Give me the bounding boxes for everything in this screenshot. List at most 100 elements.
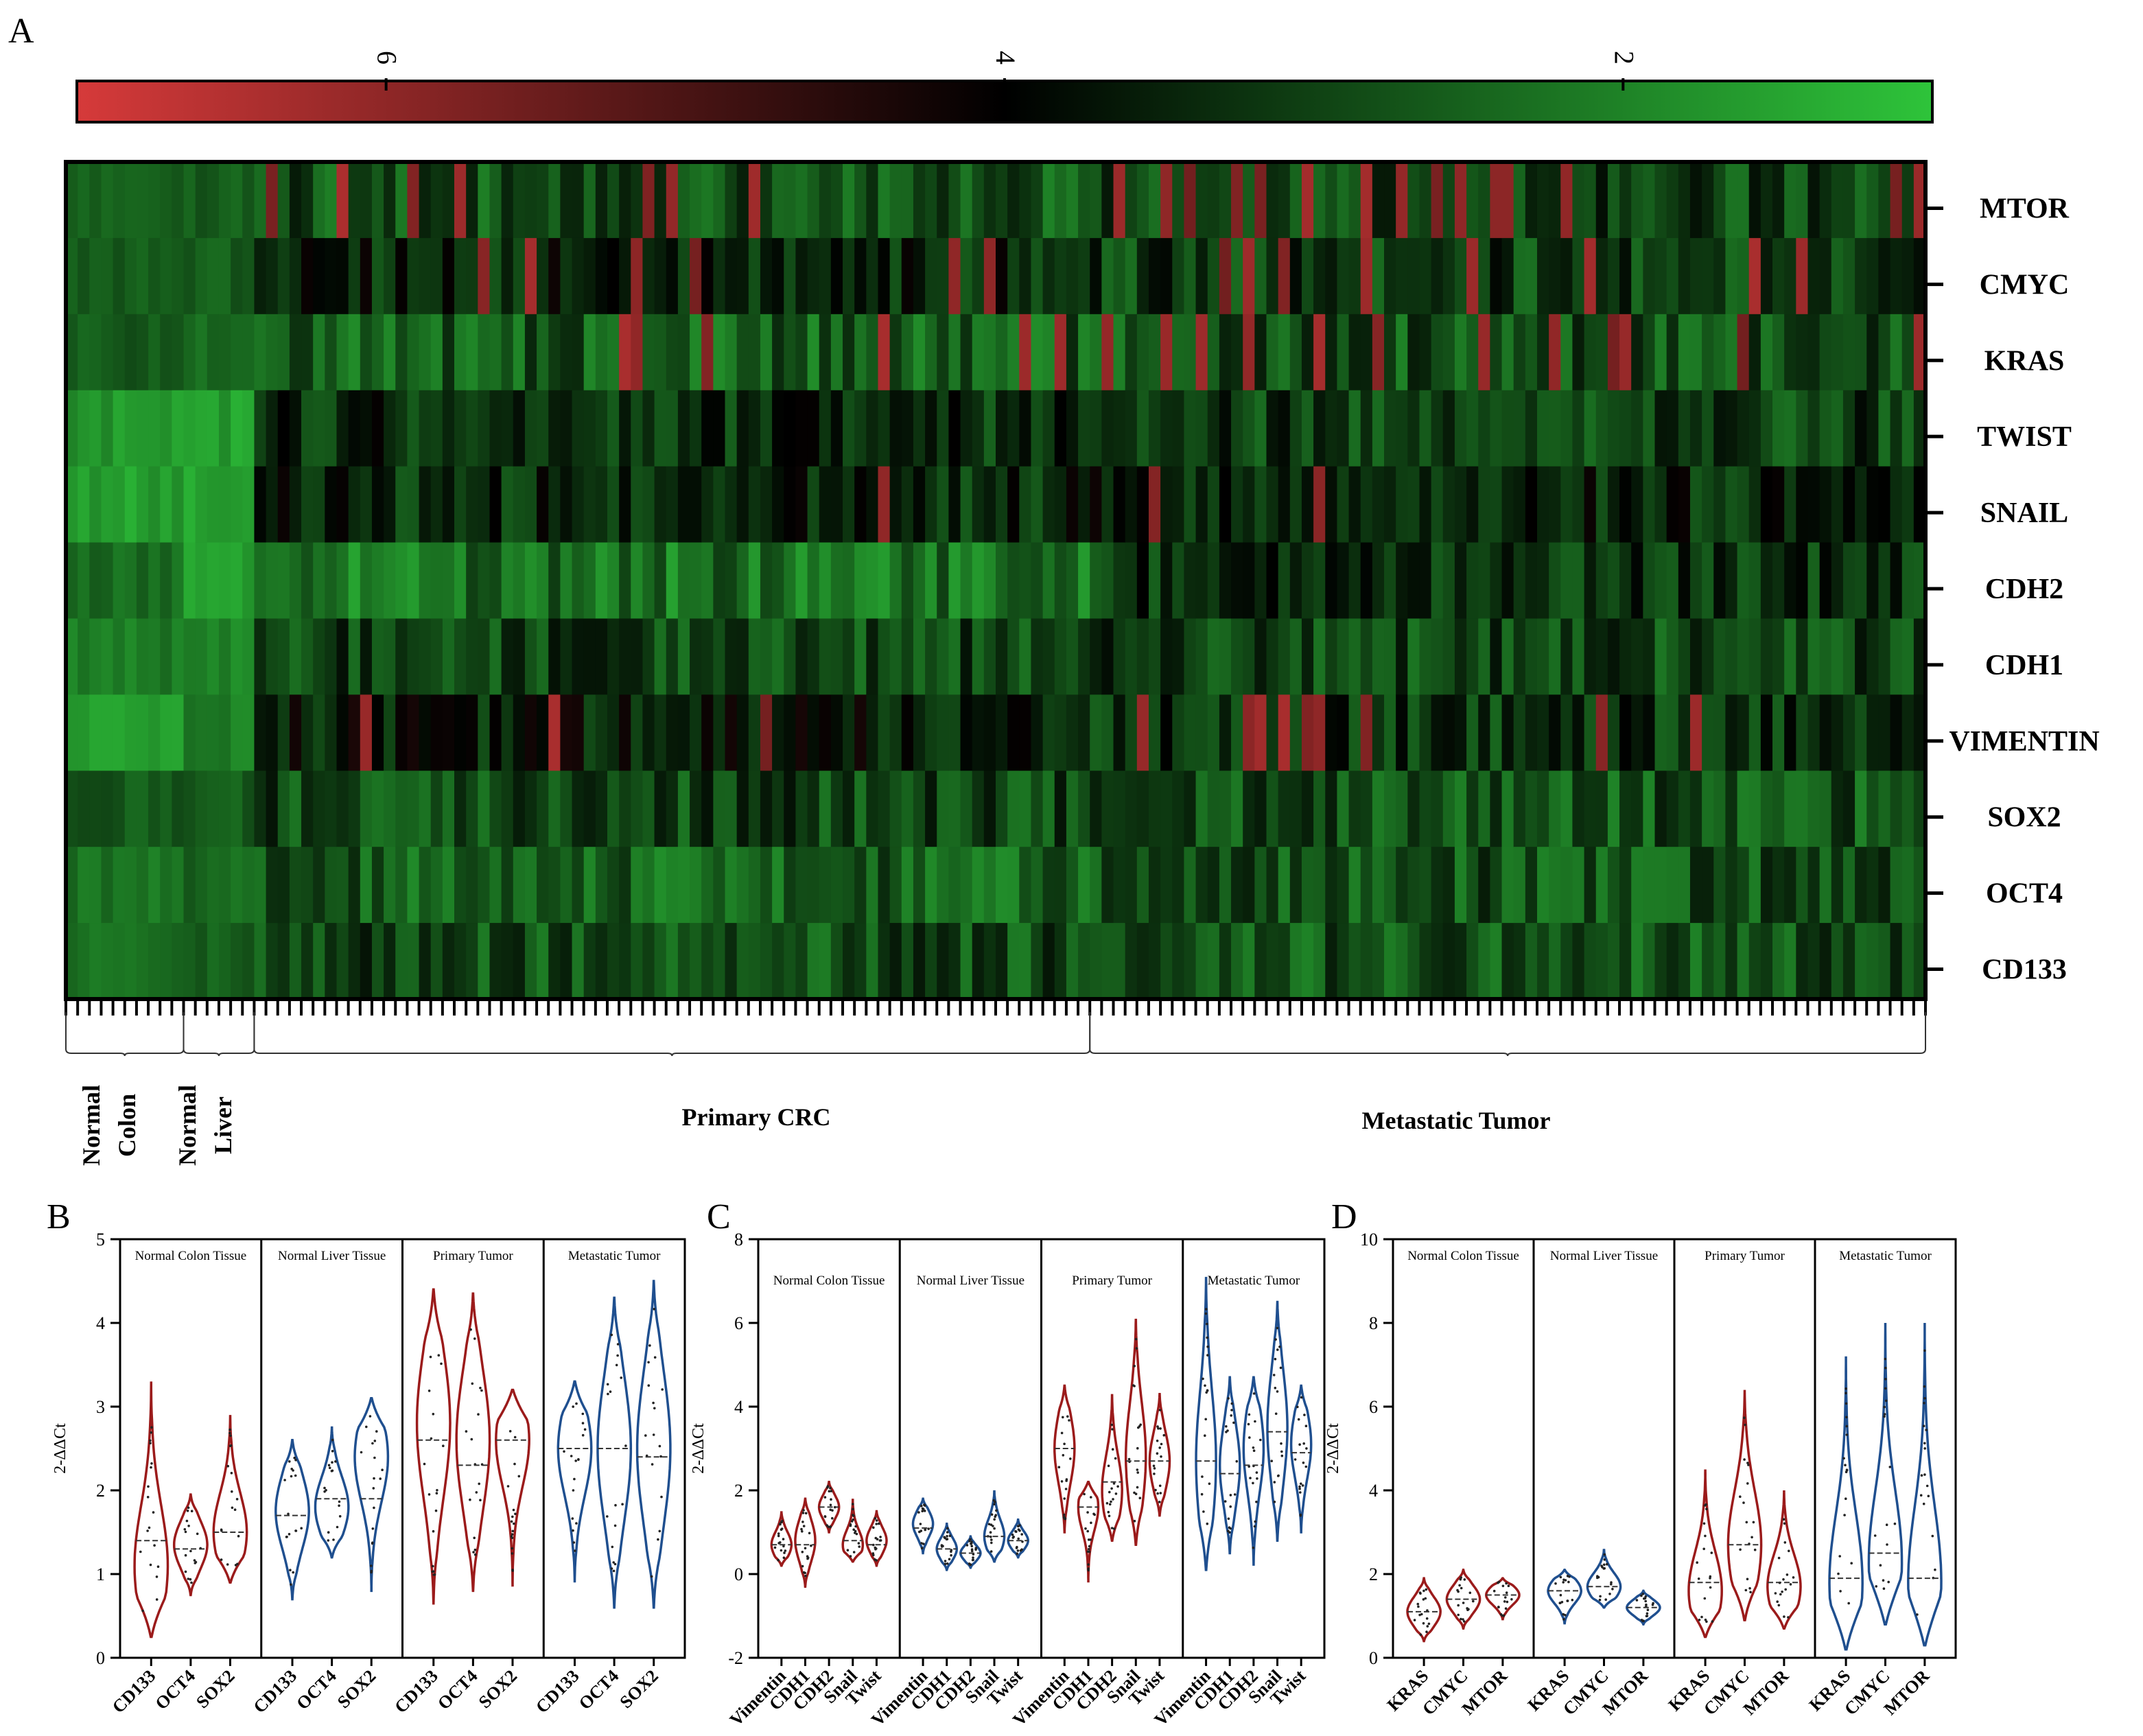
violin-point bbox=[653, 1407, 656, 1410]
violin-point bbox=[1280, 1442, 1283, 1445]
violin-point bbox=[612, 1561, 615, 1564]
heatmap-cell bbox=[1490, 771, 1503, 847]
violin-point bbox=[470, 1438, 473, 1441]
violin-point bbox=[229, 1428, 231, 1431]
violin-point bbox=[989, 1550, 993, 1553]
heatmap-cell bbox=[1007, 390, 1020, 467]
violin-point bbox=[338, 1500, 341, 1503]
heatmap-cell bbox=[631, 466, 644, 543]
heatmap-cell bbox=[1513, 542, 1526, 620]
heatmap-cell bbox=[419, 314, 432, 391]
heatmap-cell bbox=[513, 771, 526, 847]
heatmap-cell bbox=[701, 314, 714, 391]
heatmap-cell bbox=[183, 390, 196, 467]
heatmap-cell bbox=[1148, 847, 1161, 924]
heatmap-cell bbox=[1572, 847, 1585, 924]
violin-point bbox=[1247, 1422, 1250, 1426]
heatmap-cell bbox=[1207, 162, 1220, 239]
heatmap-cell bbox=[1278, 771, 1291, 847]
heatmap-cell bbox=[1407, 237, 1420, 315]
violin-point bbox=[1779, 1593, 1782, 1596]
heatmap-cell bbox=[1549, 694, 1561, 771]
violin-point bbox=[1499, 1613, 1503, 1616]
heatmap-cell bbox=[1125, 390, 1138, 467]
violin-point bbox=[850, 1520, 854, 1523]
violin-point bbox=[371, 1527, 375, 1530]
violin-point bbox=[1698, 1619, 1701, 1621]
heatmap-cell bbox=[454, 162, 467, 239]
violin-point bbox=[1883, 1413, 1886, 1416]
heatmap-cell bbox=[843, 771, 855, 847]
heatmap-cell bbox=[1913, 390, 1926, 467]
violin-point bbox=[469, 1498, 471, 1501]
heatmap-cell bbox=[325, 771, 338, 847]
heatmap-cell bbox=[1878, 314, 1891, 391]
heatmap-cell bbox=[289, 694, 302, 771]
heatmap-cell bbox=[537, 390, 549, 467]
heatmap-cell bbox=[1101, 771, 1114, 847]
violin-point bbox=[430, 1437, 433, 1440]
heatmap-cell bbox=[1913, 694, 1926, 771]
heatmap-cell bbox=[1725, 923, 1738, 1000]
heatmap-cell bbox=[430, 162, 443, 239]
y-tick-label: 5 bbox=[96, 1230, 105, 1250]
heatmap-cell bbox=[607, 847, 620, 924]
heatmap-cell bbox=[595, 847, 608, 924]
heatmap-cell bbox=[642, 618, 655, 695]
heatmap-cell bbox=[1784, 618, 1796, 695]
heatmap-cell bbox=[830, 390, 843, 467]
heatmap-cell bbox=[1536, 162, 1549, 239]
heatmap-cell bbox=[1831, 847, 1844, 924]
heatmap-cell bbox=[889, 237, 902, 315]
heatmap-cell bbox=[1396, 237, 1408, 315]
violin-point bbox=[1497, 1606, 1500, 1608]
violin-point bbox=[1702, 1522, 1706, 1525]
violin-point bbox=[423, 1462, 426, 1466]
heatmap-cell bbox=[501, 847, 514, 924]
heatmap-cell bbox=[489, 923, 502, 1000]
violin-point bbox=[1133, 1491, 1136, 1494]
heatmap-cell bbox=[666, 237, 679, 315]
violin-point bbox=[1776, 1600, 1779, 1603]
heatmap-cell bbox=[1560, 162, 1573, 239]
heatmap-cell bbox=[301, 237, 314, 315]
heatmap-cell bbox=[419, 390, 432, 467]
violin-point bbox=[923, 1503, 926, 1506]
violin-point bbox=[1252, 1449, 1256, 1452]
heatmap-cell bbox=[513, 466, 526, 543]
heatmap-cell bbox=[195, 314, 208, 391]
heatmap-cell bbox=[407, 923, 420, 1000]
violin-point bbox=[1705, 1508, 1708, 1510]
heatmap-cell bbox=[207, 847, 220, 924]
heatmap-cell bbox=[736, 390, 749, 467]
heatmap-cell bbox=[677, 694, 690, 771]
violin-point bbox=[610, 1567, 613, 1570]
y-tick-label: 0 bbox=[96, 1648, 105, 1668]
x-tick-label: CD133 bbox=[108, 1666, 160, 1717]
violin-point bbox=[804, 1571, 806, 1575]
violin-point bbox=[1108, 1503, 1112, 1506]
heatmap-cell bbox=[1796, 923, 1809, 1000]
violin-point bbox=[1276, 1326, 1279, 1330]
heatmap-cell bbox=[948, 314, 961, 391]
violin-point bbox=[293, 1456, 296, 1459]
violin-point bbox=[647, 1384, 651, 1387]
violin-point bbox=[969, 1538, 972, 1541]
heatmap-cell bbox=[537, 694, 549, 771]
heatmap-cell bbox=[1031, 847, 1044, 924]
violin-point bbox=[511, 1533, 514, 1536]
heatmap-cell bbox=[1678, 847, 1691, 924]
heatmap-cell bbox=[1595, 694, 1608, 771]
heatmap-cell bbox=[795, 847, 808, 924]
heatmap-cell bbox=[937, 390, 949, 467]
violin-point bbox=[1788, 1549, 1790, 1553]
heatmap-cell bbox=[725, 314, 738, 391]
violin-point bbox=[1110, 1487, 1113, 1490]
heatmap-cell bbox=[748, 237, 761, 315]
heatmap-cell bbox=[466, 314, 478, 391]
violin-point bbox=[849, 1555, 852, 1558]
heatmap-cell bbox=[1125, 847, 1138, 924]
heatmap-cell bbox=[607, 390, 620, 467]
heatmap-cell bbox=[1348, 618, 1361, 695]
